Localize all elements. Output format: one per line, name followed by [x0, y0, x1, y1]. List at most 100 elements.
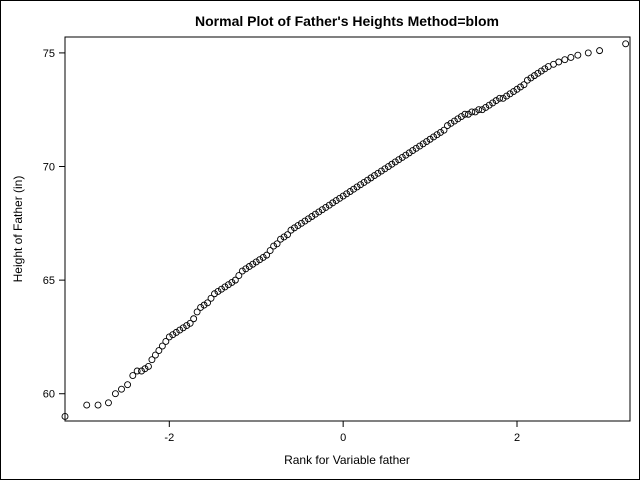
data-point [423, 138, 431, 145]
data-point [555, 58, 563, 66]
data-point [478, 106, 486, 114]
data-point [158, 342, 166, 350]
data-point [409, 147, 417, 155]
data-point [263, 251, 271, 259]
y-tick-label: 70 [43, 162, 55, 174]
data-point [357, 181, 364, 189]
data-point [412, 144, 420, 152]
data-point [311, 210, 319, 218]
data-point [197, 303, 205, 311]
data-point [457, 113, 465, 120]
data-point [83, 401, 91, 409]
data-point [596, 47, 604, 55]
data-point [277, 235, 285, 243]
data-point [391, 158, 399, 166]
data-point [204, 299, 212, 307]
data-point [221, 283, 229, 291]
data-point [133, 367, 141, 375]
data-point [343, 190, 351, 198]
data-point [207, 294, 215, 302]
data-point [527, 74, 535, 82]
data-point [94, 401, 102, 409]
data-point [287, 226, 295, 234]
data-point [461, 110, 469, 118]
data-point [124, 381, 132, 389]
data-point [370, 172, 378, 180]
data-point [105, 399, 112, 407]
data-point [367, 174, 375, 182]
data-point [426, 135, 434, 143]
data-point [318, 206, 326, 214]
y-tick-label: 75 [43, 48, 55, 60]
data-point [144, 363, 152, 370]
data-point [315, 208, 323, 216]
x-axis-label: Rank for Variable father [284, 453, 410, 467]
data-point [471, 108, 479, 116]
data-point [402, 151, 410, 159]
data-point [266, 247, 274, 255]
data-point [377, 167, 385, 175]
data-point [530, 72, 538, 80]
data-point [346, 188, 354, 195]
data-point [360, 178, 368, 186]
data-point [622, 40, 630, 48]
data-point [162, 338, 170, 345]
x-tick-label: 0 [340, 432, 346, 444]
data-point [172, 328, 180, 336]
data-point [416, 142, 424, 150]
data-point [464, 110, 472, 118]
data-point [430, 133, 438, 141]
data-point [176, 326, 184, 334]
data-point [329, 199, 337, 207]
data-point [523, 76, 531, 84]
data-point [273, 240, 281, 248]
data-point [301, 217, 309, 225]
data-point [475, 106, 483, 114]
data-point [322, 203, 330, 211]
data-point [155, 347, 163, 355]
data-point [304, 215, 312, 223]
data-point [496, 94, 504, 102]
data-point [61, 413, 69, 420]
data-point [567, 53, 575, 61]
data-point [468, 108, 476, 116]
data-point [350, 185, 358, 193]
data-point [584, 49, 592, 57]
data-point [214, 288, 222, 295]
data-point [179, 324, 187, 332]
data-point [537, 67, 545, 75]
data-point [485, 101, 493, 109]
data-point [111, 390, 119, 398]
data-point [259, 253, 267, 261]
data-point [256, 256, 264, 264]
data-point [235, 272, 243, 280]
y-axis-label: Height of Father (in) [11, 176, 25, 283]
data-point [454, 115, 462, 123]
data-point [169, 331, 177, 339]
data-point [325, 201, 333, 209]
data-point [510, 88, 517, 95]
data-point [186, 319, 194, 327]
plot-area [64, 36, 631, 422]
x-axis-ticks: -2 0 2 [164, 421, 520, 444]
data-point [520, 81, 528, 89]
data-point [499, 94, 507, 102]
data-point [503, 92, 511, 100]
data-point [489, 99, 497, 107]
y-tick-label: 60 [43, 389, 55, 401]
data-point [118, 385, 125, 393]
data-point [224, 281, 232, 289]
data-point [388, 160, 396, 168]
data-point [561, 56, 569, 64]
data-point [336, 194, 344, 202]
data-point [148, 356, 156, 364]
data-point [534, 69, 542, 77]
data-point [183, 322, 191, 330]
data-point [242, 265, 250, 273]
data-point [231, 276, 239, 284]
data-point [297, 219, 305, 227]
data-point [291, 224, 298, 232]
data-points [61, 40, 630, 420]
data-point [284, 231, 291, 239]
